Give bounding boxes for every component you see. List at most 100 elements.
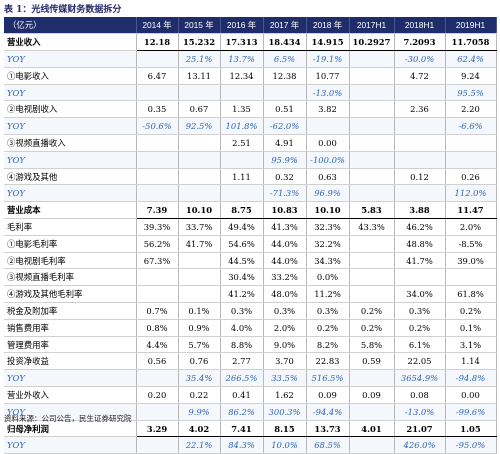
row-value: 62.4% bbox=[445, 50, 497, 68]
row-value: 2.0% bbox=[263, 319, 307, 337]
row-value: -50.6% bbox=[136, 117, 179, 136]
row-value: 0.2% bbox=[306, 319, 350, 337]
row-value bbox=[394, 268, 446, 287]
row-value: 0.59 bbox=[349, 352, 395, 371]
row-value: 2.77 bbox=[220, 352, 264, 371]
table-row: ①电影毛利率 56.2% 41.7% 54.6% 44.0% 32.2% 48.8% -8.5… bbox=[4, 235, 497, 253]
row-value: 7.2093 bbox=[394, 33, 446, 52]
row-value: 22.83 bbox=[306, 352, 350, 371]
row-value: 22.1% bbox=[178, 436, 221, 454]
row-value bbox=[349, 436, 395, 454]
row-value: 61.8% bbox=[445, 285, 497, 304]
row-value: 39.0% bbox=[445, 252, 497, 270]
row-value bbox=[349, 252, 395, 270]
row-value: 0.7% bbox=[136, 302, 179, 320]
row-value: 17.313 bbox=[220, 33, 264, 52]
row-value: -100.0% bbox=[306, 151, 350, 169]
table-row: ④游戏及其他毛利率 41.2% 48.0% 11.2% 34.0% 61.8% bbox=[4, 285, 497, 304]
row-value bbox=[349, 84, 395, 102]
row-value bbox=[349, 235, 395, 253]
row-value bbox=[136, 184, 179, 203]
table-row: YOY 22.1% 84.3% 10.0% 68.5% 426.0% -95.0% bbox=[4, 436, 497, 454]
table-row: ③视频直播毛利率 30.4% 33.2% 0.0% bbox=[4, 268, 497, 287]
row-value bbox=[178, 168, 221, 186]
row-value bbox=[394, 184, 446, 203]
table-row: YOY 95.9% -100.0% bbox=[4, 151, 497, 169]
row-value: 9.24 bbox=[445, 67, 497, 85]
row-value: 0.76 bbox=[178, 352, 221, 371]
row-label: 营业外收入 bbox=[4, 386, 137, 404]
row-value bbox=[349, 151, 395, 169]
header-period: 2014 年 bbox=[136, 17, 179, 35]
row-value: 1.62 bbox=[263, 386, 307, 404]
row-value bbox=[178, 252, 221, 270]
row-value: -71.3% bbox=[263, 184, 307, 203]
row-value: 0.41 bbox=[220, 386, 264, 404]
row-value: 0.51 bbox=[263, 100, 307, 119]
row-value: 516.5% bbox=[306, 369, 350, 388]
row-value: 44.0% bbox=[263, 252, 307, 270]
row-value bbox=[136, 134, 179, 152]
row-value bbox=[136, 436, 179, 454]
row-value: 4.72 bbox=[394, 67, 446, 85]
row-label: 税金及附加率 bbox=[4, 302, 137, 320]
row-value: 0.26 bbox=[445, 168, 497, 186]
table-row: YOY -71.3% 96.9% 112.0% bbox=[4, 184, 497, 203]
table-row: YOY 9.9% 86.2% 300.3% -94.4% -13.0% -99.6% bbox=[4, 403, 497, 421]
row-value bbox=[394, 117, 446, 136]
row-value: -13.0% bbox=[306, 84, 350, 102]
row-value: 0.09 bbox=[306, 386, 350, 404]
row-value: 8.2% bbox=[306, 336, 350, 354]
header-row: （亿元） 2014 年 2015 年 2016 年 2017 年 2018 年 2017H1… bbox=[4, 17, 497, 35]
row-value: 0.00 bbox=[445, 386, 497, 404]
row-value: 68.5% bbox=[306, 436, 350, 454]
row-value: 41.2% bbox=[220, 285, 264, 304]
row-value: 5.7% bbox=[178, 336, 221, 354]
row-value: 0.12 bbox=[394, 168, 446, 186]
row-value: 12.38 bbox=[263, 67, 307, 85]
table-title: 表 1：光线传媒财务数据拆分 bbox=[4, 5, 122, 15]
row-value: 10.10 bbox=[178, 201, 221, 220]
row-value bbox=[178, 285, 221, 304]
row-value: 34.3% bbox=[306, 252, 350, 270]
row-label: YOY bbox=[4, 117, 137, 136]
row-value: 8.8% bbox=[220, 336, 264, 354]
header-period: 2017H1 bbox=[349, 17, 395, 35]
row-value bbox=[178, 134, 221, 152]
row-value bbox=[349, 134, 395, 152]
row-value: -19.1% bbox=[306, 50, 350, 68]
row-value: 5.8% bbox=[349, 336, 395, 354]
row-label: 管理费用率 bbox=[4, 336, 137, 354]
header-period: 2019H1 bbox=[445, 17, 497, 35]
table-row: ②电视剧毛利率 67.3% 44.5% 44.0% 34.3% 41.7% 39.0% bbox=[4, 252, 497, 270]
row-label: YOY bbox=[4, 84, 137, 102]
table-row: 销售费用率 0.8% 0.9% 4.0% 2.0% 0.2% 0.2% 0.2% 0.1% bbox=[4, 319, 497, 337]
row-value: 43.3% bbox=[349, 218, 395, 236]
table-row: 投资净收益 0.56 0.76 2.77 3.70 22.83 0.59 22.05 1.14 bbox=[4, 352, 497, 371]
row-value: 0.2% bbox=[394, 319, 446, 337]
row-value: 11.7058 bbox=[445, 33, 497, 52]
row-value bbox=[136, 369, 179, 388]
row-value: 266.5% bbox=[220, 369, 264, 388]
row-label: 营业成本 bbox=[4, 201, 137, 220]
row-label: YOY bbox=[4, 184, 137, 203]
row-label: YOY bbox=[4, 403, 137, 421]
row-value: 4.4% bbox=[136, 336, 179, 354]
row-value: 0.9% bbox=[178, 319, 221, 337]
row-label: 投资净收益 bbox=[4, 352, 137, 371]
row-value bbox=[349, 268, 395, 287]
row-value bbox=[445, 134, 497, 152]
row-value: 15.232 bbox=[178, 33, 221, 52]
row-label: YOY bbox=[4, 151, 137, 169]
row-value bbox=[220, 84, 264, 102]
row-label: ④游戏及其他 bbox=[4, 168, 137, 186]
row-value: -6.6% bbox=[445, 117, 497, 136]
row-value: 0.3% bbox=[306, 302, 350, 320]
row-value bbox=[394, 84, 446, 102]
header-period: 2018 年 bbox=[306, 17, 350, 35]
row-value: 0.1% bbox=[445, 319, 497, 337]
row-value: 0.2% bbox=[445, 302, 497, 320]
header-period: 2017 年 bbox=[263, 17, 307, 35]
row-value: 48.0% bbox=[263, 285, 307, 304]
row-value: 9.9% bbox=[178, 403, 221, 421]
